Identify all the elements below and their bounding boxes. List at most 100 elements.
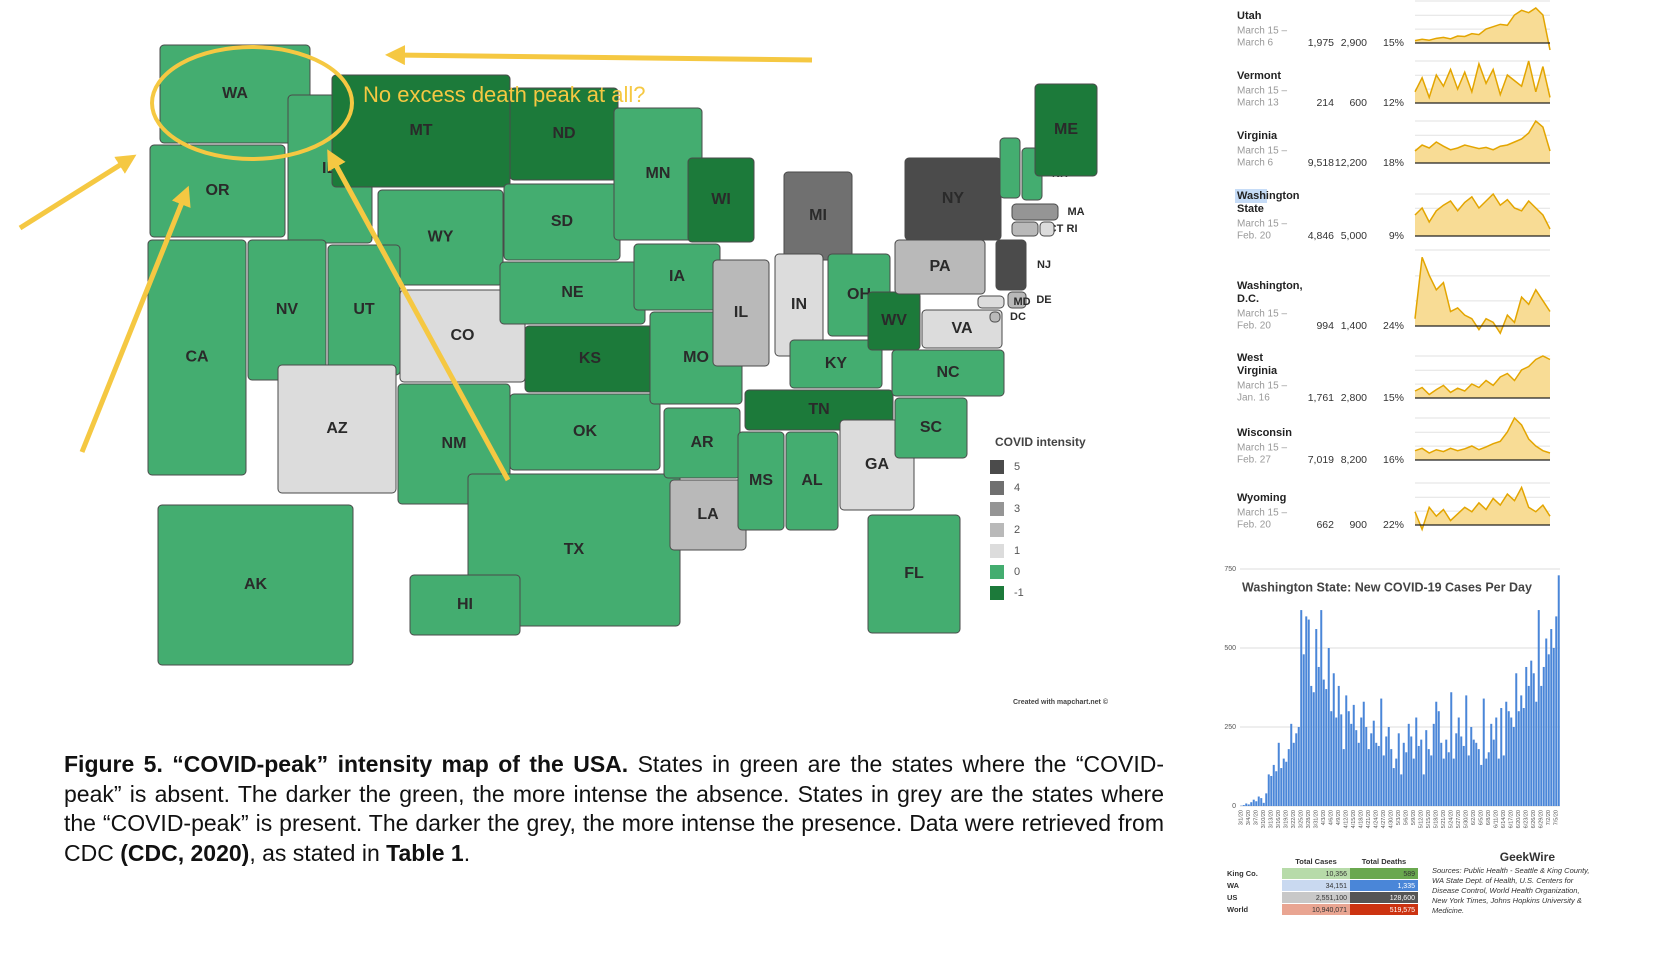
bar <box>1420 739 1423 806</box>
x-tick-label: 6/5/20 <box>1479 810 1485 825</box>
date-range: March 15 – <box>1237 86 1287 97</box>
bar <box>1312 692 1315 806</box>
x-tick-label: 5/3/20 <box>1396 810 1402 825</box>
x-tick-label: 3/31/20 <box>1314 810 1320 828</box>
bar <box>1472 739 1475 806</box>
x-tick-label: 3/1/20 <box>1239 810 1245 825</box>
cell-value: 128,600 <box>1390 895 1415 902</box>
state <box>277 364 397 494</box>
bar <box>1477 749 1480 806</box>
sparkline-area <box>1415 121 1550 163</box>
x-tick-label: 6/11/20 <box>1494 810 1500 828</box>
state-name: Wisconsin <box>1237 427 1292 439</box>
cell-value: 2,551,100 <box>1316 895 1347 902</box>
x-tick-label: 4/21/20 <box>1366 810 1372 828</box>
x-tick-label: 7/5/20 <box>1554 810 1560 825</box>
x-tick-label: 5/15/20 <box>1426 810 1432 828</box>
bar <box>1385 736 1388 806</box>
estimated-deaths: 12,200 <box>1335 157 1367 169</box>
bar <box>1510 717 1513 806</box>
x-tick-label: 3/25/20 <box>1299 810 1305 828</box>
reported-deaths: 9,518 <box>1308 157 1334 169</box>
bar <box>1252 799 1255 806</box>
state <box>149 144 286 238</box>
brand: GeekWire <box>1500 850 1556 864</box>
bar <box>1290 723 1293 806</box>
state-label: FL <box>904 565 924 582</box>
bar <box>1370 733 1373 806</box>
state-label: LA <box>697 506 719 523</box>
estimated-deaths: 2,800 <box>1341 392 1367 404</box>
bar <box>1527 685 1530 806</box>
bar <box>1390 749 1393 806</box>
x-tick-label: 4/30/20 <box>1389 810 1395 828</box>
percent: 15% <box>1383 392 1404 404</box>
bar <box>1402 742 1405 806</box>
caption-text: . <box>463 839 471 866</box>
state <box>1011 203 1059 221</box>
state-name: Washington <box>1237 190 1300 202</box>
cell-value: 10,940,071 <box>1312 907 1347 914</box>
bar <box>1432 723 1435 806</box>
state <box>509 393 661 471</box>
row-label: King Co. <box>1227 869 1258 878</box>
date-range: Feb. 20 <box>1237 231 1271 242</box>
x-tick-label: 6/8/20 <box>1486 810 1492 825</box>
arrow <box>18 154 137 231</box>
state-label: MI <box>809 207 827 224</box>
bar <box>1355 730 1358 806</box>
estimated-deaths: 600 <box>1349 97 1367 109</box>
state-label: CA <box>185 349 209 366</box>
percent: 16% <box>1383 454 1404 466</box>
state-label: WI <box>711 191 731 208</box>
summary-table: GeekWire Total Cases Total Deaths King Co.… <box>1227 850 1555 915</box>
bar <box>1285 761 1288 806</box>
y-tick-label: 250 <box>1224 724 1236 731</box>
bar <box>1495 717 1498 806</box>
bar <box>1380 698 1383 806</box>
map: WAORCAIDNVMTWYUTAZCONMNDSDNEKSOKTXMNIAMO… <box>147 44 1098 666</box>
bar <box>1452 758 1455 806</box>
bar <box>1352 704 1355 806</box>
x-tick-label: 3/19/20 <box>1284 810 1290 828</box>
x-tick-label: 3/16/20 <box>1276 810 1282 828</box>
state-label: MD <box>1013 296 1030 308</box>
percent: 22% <box>1383 519 1404 531</box>
sparkline <box>1414 485 1551 532</box>
bar <box>1360 717 1363 806</box>
date-range: Feb. 20 <box>1237 321 1271 332</box>
state-label: IL <box>734 304 748 321</box>
bar <box>1552 648 1555 806</box>
cell <box>1282 892 1350 903</box>
bar <box>1282 758 1285 806</box>
selection-highlight <box>1235 189 1267 203</box>
cell-value: 519,575 <box>1390 907 1415 914</box>
chart-title: Washington State: New COVID-19 Cases Per… <box>1242 580 1532 594</box>
bar <box>1485 758 1488 806</box>
state <box>785 431 839 531</box>
state-name: West <box>1237 352 1263 364</box>
bar <box>1350 723 1353 806</box>
bar <box>1330 711 1333 806</box>
state <box>977 295 1005 309</box>
cell <box>1350 868 1418 879</box>
bar <box>1397 733 1400 806</box>
legend-label: 5 <box>1014 461 1020 473</box>
date-range: March 6 <box>1237 158 1274 169</box>
state-label: DE <box>1036 294 1051 306</box>
state-label: SD <box>551 213 573 230</box>
state-label: MA <box>1067 206 1084 218</box>
estimated-deaths: 2,900 <box>1341 37 1367 49</box>
x-tick-label: 3/28/20 <box>1306 810 1312 828</box>
state <box>1011 221 1039 237</box>
sparkline <box>1414 60 1551 100</box>
bar <box>1507 711 1510 806</box>
state <box>157 504 354 666</box>
legend-swatch <box>990 481 1004 495</box>
state-label: NM <box>442 435 467 452</box>
bar <box>1525 666 1528 806</box>
sparkline-area <box>1415 61 1550 103</box>
bar <box>1470 727 1473 806</box>
sparkline <box>1414 192 1551 230</box>
